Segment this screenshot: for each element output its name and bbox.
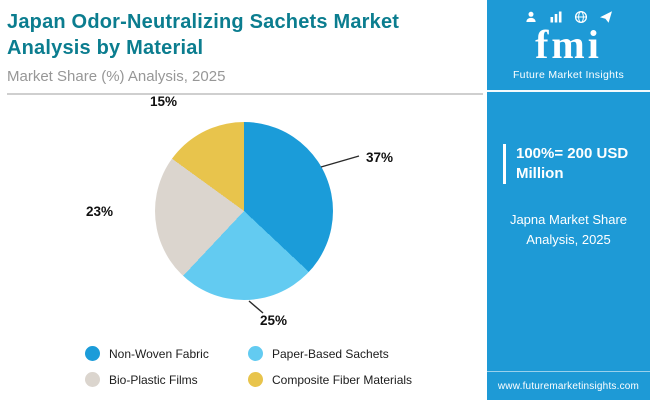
legend-item-paper-based-sachets: Paper-Based Sachets [248,346,412,361]
fmi-logo: fmi Future Market Insights [487,0,650,92]
legend-swatch-paper-based [248,346,263,361]
brand-sidebar: fmi Future Market Insights 100%= 200 USD… [487,0,650,400]
brand-name: Future Market Insights [512,68,625,81]
page-title: Japan Odor-Neutralizing Sachets Market A… [7,11,400,59]
legend-label: Paper-Based Sachets [272,346,389,361]
legend-swatch-bio-plastic [85,372,100,387]
page-subtitle: Market Share (%) Analysis, 2025 [7,68,226,86]
legend-item-composite-fiber-materials: Composite Fiber Materials [248,372,412,387]
sidebar-caption: Japna Market Share Analysis, 2025 [509,212,628,248]
person-icon [526,11,536,22]
plane-icon [600,11,612,23]
website-link[interactable]: www.futuremarketinsights.com [487,371,650,400]
chart-panel: Japan Odor-Neutralizing Sachets Market A… [0,0,487,387]
pie-label-paper-based: 25% [260,313,288,328]
legend-label: Non-Woven Fabric [109,346,209,361]
chart-header: Japan Odor-Neutralizing Sachets Market A… [0,0,487,96]
legend-label: Composite Fiber Materials [272,372,413,387]
globe-icon [574,10,588,24]
bar-chart-icon [550,11,562,23]
pie-label-non-woven: 37% [366,150,394,165]
legend-item-bio-plastic-films: Bio-Plastic Films [85,372,248,387]
pie-label-composite-fiber: 15% [150,94,178,109]
brand-abbreviation: fmi [535,22,602,67]
market-size-stat: 100%= 200 USD Million [503,143,636,185]
legend-item-non-woven-fabric: Non-Woven Fabric [85,346,248,361]
header-divider [7,93,483,96]
logo-icons [497,9,640,25]
legend-label: Bio-Plastic Films [109,372,198,387]
pie-chart [155,122,333,300]
pie-label-bio-plastic: 23% [86,204,114,219]
legend: Non-Woven Fabric Paper-Based Sachets Bio… [85,346,412,387]
legend-swatch-composite-fiber [248,372,263,387]
legend-swatch-non-woven [85,346,100,361]
